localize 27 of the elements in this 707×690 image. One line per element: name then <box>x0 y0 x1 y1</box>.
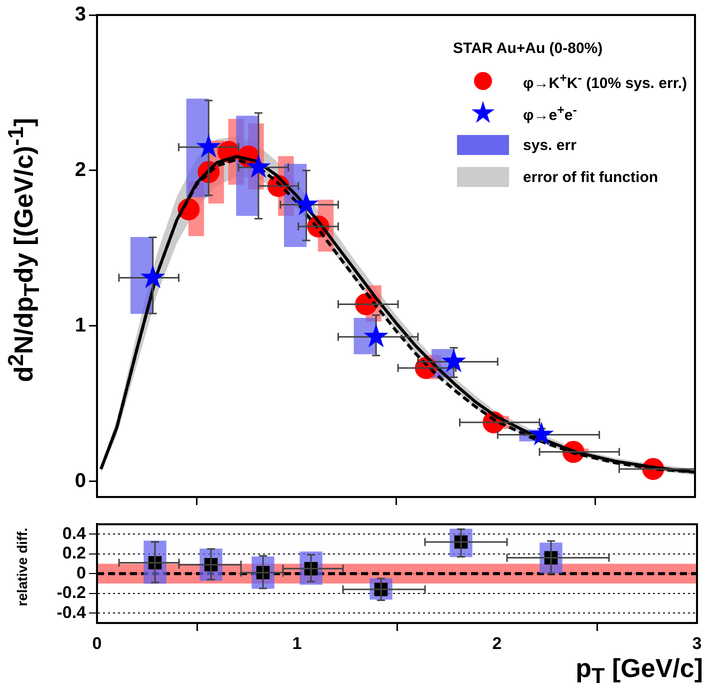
point <box>246 154 271 178</box>
y-tick-label: -0.4 <box>56 602 87 622</box>
x-axis-title: p$_{T}$ [GeV/c] <box>576 653 703 690</box>
annotation: error of fit function <box>523 168 658 186</box>
legend-title: STAR Au+Au (0-80%) <box>453 40 604 57</box>
y-axis-title: relative diff. <box>14 528 30 606</box>
y-tick-label: 0.2 <box>62 544 86 563</box>
point <box>140 264 166 288</box>
y-tick-label: 1 <box>74 314 86 336</box>
legend-label: φ→e$^{+}$e$^{-}$ <box>523 102 577 124</box>
y-tick-label: 3 <box>74 4 86 26</box>
x-tick-label: 1 <box>292 634 302 653</box>
y-tick-label: 0.4 <box>62 524 87 543</box>
y-tick-label: -0.2 <box>56 583 86 602</box>
x-tick-label: 2 <box>492 634 502 653</box>
point <box>529 422 554 446</box>
y-tick-label: 2 <box>74 159 86 181</box>
y-tick-label: 0 <box>74 470 86 492</box>
x-tick-label: 3 <box>692 634 702 653</box>
point <box>441 348 466 372</box>
point <box>294 192 319 216</box>
point <box>196 134 221 158</box>
point <box>364 324 388 348</box>
y-tick-label: 0 <box>76 563 86 582</box>
legend-label: φ→K$^{+}$K$^{-}$ (10% sys. err.) <box>523 70 687 92</box>
x-tick-label: 0 <box>92 634 102 653</box>
legend-label: sys. err <box>523 136 576 154</box>
